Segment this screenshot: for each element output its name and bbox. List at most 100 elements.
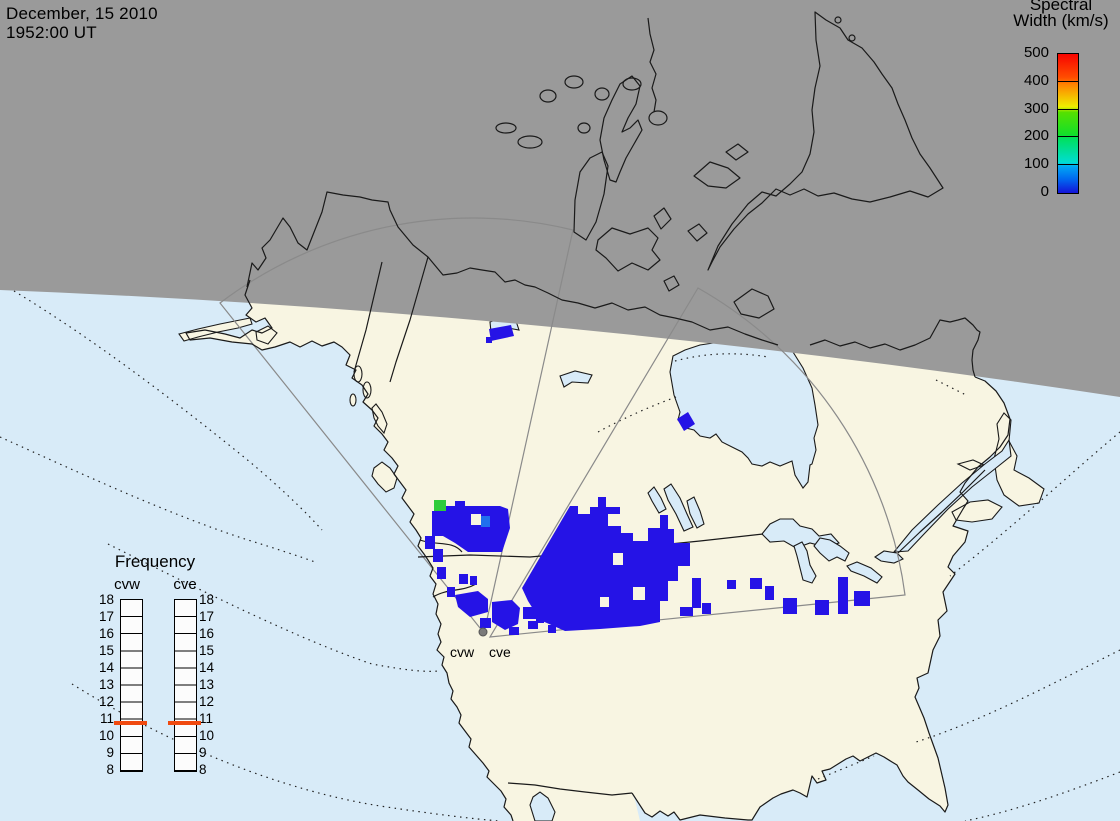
colorbar-tick-labels: 500 400 300 200 100 0 [995, 39, 1049, 206]
echo-cell-mid-blue [481, 516, 490, 527]
time-label: 1952:00 UT [6, 23, 97, 42]
echo-cell [838, 577, 848, 614]
echo-cell [509, 627, 519, 635]
echo-cell [437, 567, 446, 579]
frequency-panel-title: Frequency [114, 552, 196, 571]
frequency-column-label-cve: cve [173, 576, 197, 593]
echo-cell [447, 587, 455, 597]
colorbar-tick: 100 [1023, 155, 1049, 173]
colorbar-gradient [1057, 53, 1079, 194]
night-terminator-shade [0, 0, 1120, 397]
echo-gap [600, 597, 609, 607]
frequency-tick: 10 [98, 728, 114, 744]
frequency-tick: 15 [199, 642, 215, 658]
echo-region [677, 412, 695, 431]
frequency-column-label-cvw: cvw [114, 576, 140, 593]
echo-region [432, 501, 510, 552]
colorbar-tick: 300 [1023, 99, 1049, 117]
echo-cell [433, 549, 443, 562]
great-slave-lake [559, 370, 593, 388]
echo-cell [486, 337, 492, 343]
echo-cell [470, 576, 477, 585]
frequency-marker-cve [168, 721, 201, 725]
frequency-scale-cvw [120, 599, 143, 772]
colorbar-divider [1058, 108, 1078, 110]
colorbar-tick: 200 [1023, 127, 1049, 145]
radar-site-dot [478, 627, 488, 637]
frequency-tick: 8 [199, 762, 207, 778]
frequency-tick: 18 [98, 591, 114, 607]
echo-cell [765, 586, 774, 600]
echo-cell [692, 578, 701, 608]
frequency-scale-cve [174, 599, 197, 772]
echo-region [455, 591, 488, 617]
colorbar-divider [1058, 136, 1078, 138]
echo-cell [523, 607, 539, 619]
frequency-tick: 12 [199, 694, 215, 710]
frequency-tick: 18 [199, 591, 215, 607]
lake-erie [846, 561, 883, 584]
echo-gap [613, 553, 623, 565]
lakes-fill [489, 316, 1012, 821]
frequency-tick: 9 [199, 745, 207, 761]
colorbar-tick: 400 [1023, 71, 1049, 89]
frequency-tick: 13 [199, 676, 215, 692]
cve-fan [488, 287, 906, 638]
echo-region [489, 325, 514, 341]
us-mexico-border [507, 782, 633, 796]
frequency-tick: 15 [98, 642, 114, 658]
st-lawrence-estuary [892, 438, 1012, 553]
frequency-tick: 17 [199, 608, 215, 624]
colorbar-title: Spectral Width (km/s) [1013, 0, 1109, 30]
frequency-tick: 12 [98, 694, 114, 710]
echo-cell [425, 536, 435, 549]
frequency-marker-cvw [114, 721, 147, 725]
frequency-tick: 10 [199, 728, 215, 744]
echo-gap [471, 514, 481, 525]
echo-gap [633, 587, 645, 600]
lake-michigan [793, 541, 817, 584]
frequency-tick: 16 [98, 625, 114, 641]
lake-huron [813, 537, 850, 562]
echo-cell [536, 615, 544, 623]
echo-cell [680, 607, 693, 616]
echo-cell [480, 618, 491, 628]
frequency-tick: 8 [106, 762, 114, 778]
frequency-ticks-right: 18 17 16 15 14 13 12 11 10 9 8 [199, 591, 233, 779]
geomagnetic-grid [0, 290, 1120, 821]
echo-cell [750, 578, 762, 589]
echo-cell [815, 600, 829, 615]
echo-cell [528, 621, 538, 629]
echo-cell [854, 591, 870, 606]
echo-region [492, 600, 520, 630]
frequency-ticks-left: 18 17 16 15 14 13 12 11 10 9 8 [80, 591, 114, 779]
colorbar-divider [1058, 80, 1078, 82]
echo-cell [702, 603, 711, 614]
colorbar-divider [1058, 164, 1078, 166]
map-label-cve: cve [489, 644, 511, 660]
echo-cell [727, 580, 736, 589]
frequency-tick: 14 [98, 659, 114, 675]
frequency-tick: 17 [98, 608, 114, 624]
frequency-tick: 16 [199, 625, 215, 641]
st-lawrence-river [897, 469, 986, 554]
echo-cell [783, 598, 797, 614]
date-label: December, 15 2010 [6, 4, 158, 23]
frequency-tick: 11 [199, 711, 214, 727]
lake-ontario [874, 550, 904, 564]
echo-cell [548, 625, 556, 633]
echo-region [522, 497, 690, 631]
frequency-tick: 9 [106, 745, 114, 761]
frequency-tick: 11 [99, 711, 114, 727]
gulf-of-california [529, 791, 556, 821]
frequency-tick: 14 [199, 659, 215, 675]
cvw-fan [219, 217, 574, 635]
arctic-islands [495, 11, 944, 319]
echo-cell-green [434, 500, 446, 511]
radar-echo-cells [425, 325, 870, 635]
alaska-border [389, 256, 429, 383]
echo-cell [459, 574, 468, 584]
colorbar-tick: 500 [1023, 44, 1049, 61]
